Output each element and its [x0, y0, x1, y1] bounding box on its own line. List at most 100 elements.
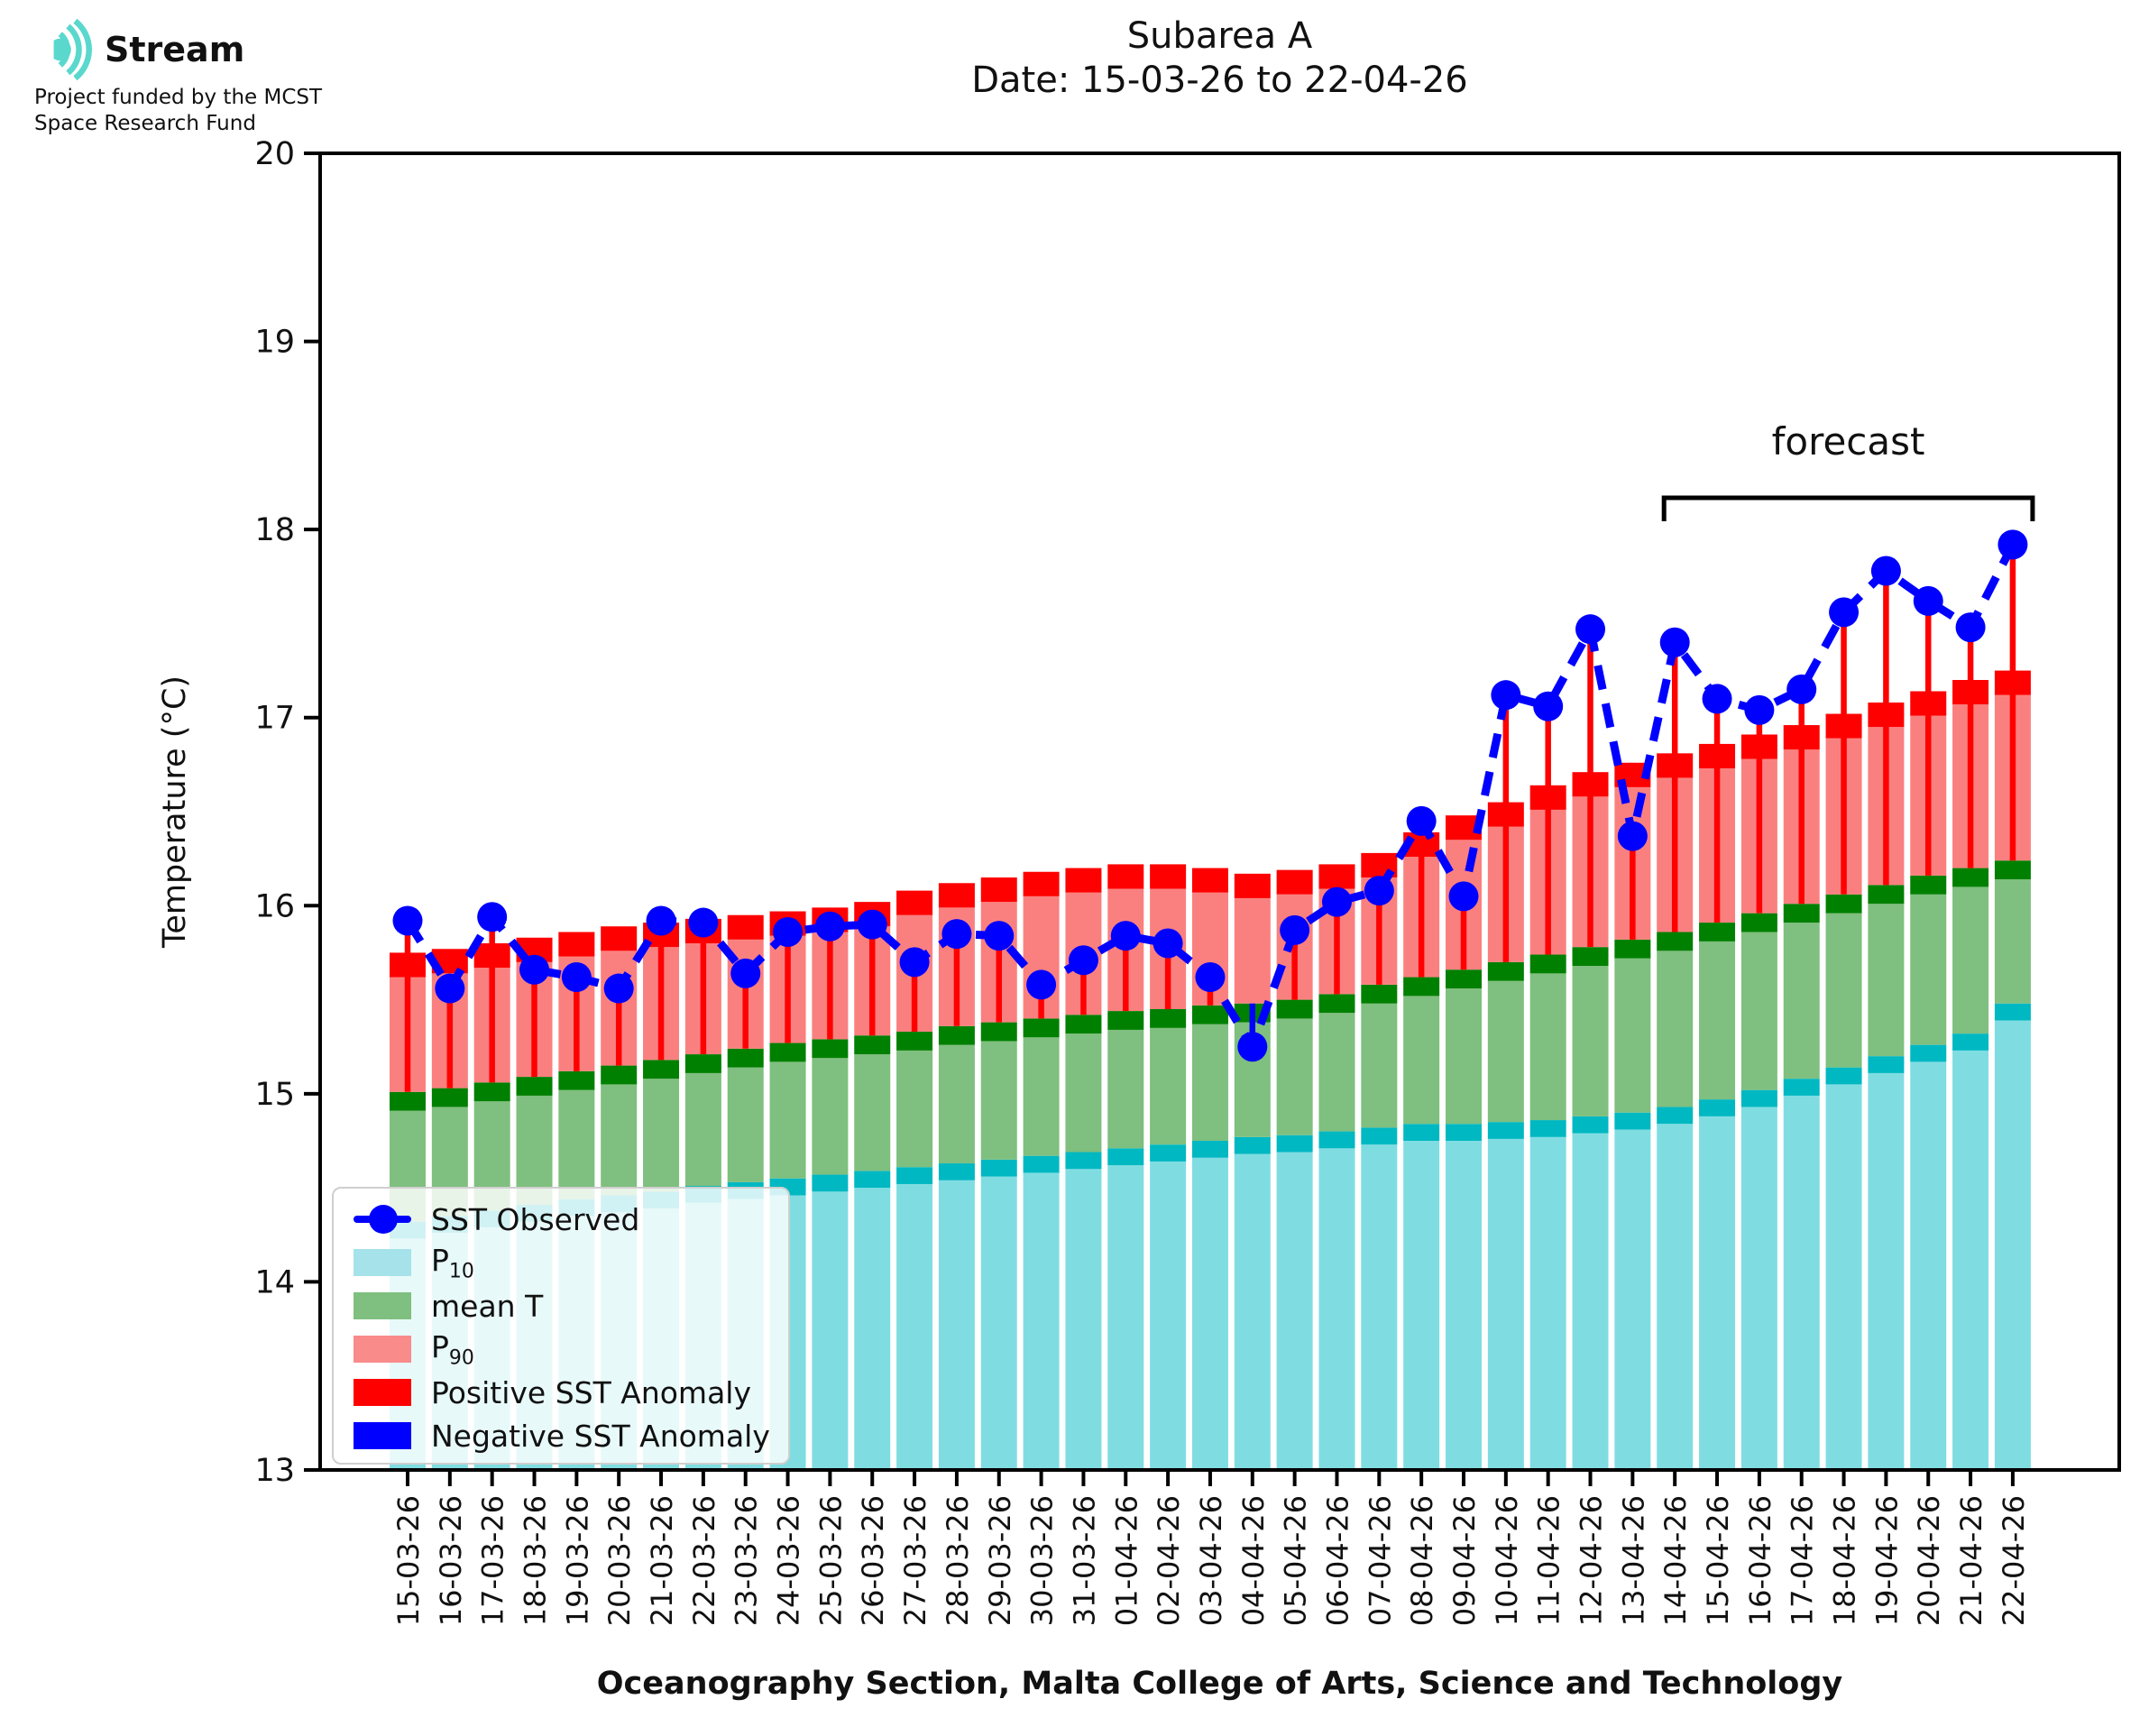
p10-band — [1487, 1138, 1524, 1470]
anomaly-stems-layer — [404, 544, 2016, 1092]
p10-band — [854, 1188, 891, 1470]
p10-cap — [1318, 1131, 1355, 1149]
mean-band — [1572, 966, 1609, 1116]
sst-observed-dot — [1448, 881, 1479, 912]
sst-observed-dot — [1026, 969, 1057, 1000]
x-tick-label: 26-03-26 — [856, 1495, 890, 1626]
p10-band — [1868, 1072, 1905, 1470]
legend-color-patch-icon — [354, 1336, 411, 1363]
p10-cap — [896, 1167, 933, 1184]
x-tick-label: 17-03-26 — [476, 1495, 510, 1626]
y-axis-label: Temperature (°C) — [157, 675, 193, 949]
x-tick-label: 25-03-26 — [813, 1495, 848, 1626]
y-tick-label: 18 — [254, 512, 295, 548]
mean-band — [1276, 1018, 1313, 1135]
legend-line-marker-icon — [354, 1205, 411, 1234]
mean-cap — [769, 1043, 806, 1062]
p10-cap — [1361, 1127, 1398, 1145]
mean-band — [516, 1095, 553, 1205]
y-tick-label: 15 — [254, 1077, 295, 1113]
mean-band — [727, 1067, 764, 1182]
p10-cap — [1107, 1148, 1144, 1166]
x-tick-label: 22-03-26 — [687, 1495, 721, 1626]
x-tick-label: 12-04-26 — [1575, 1495, 1609, 1626]
p90-band — [1234, 897, 1271, 1004]
logo-funding-text: Project funded by the MCST Space Researc… — [34, 85, 322, 137]
p10-band — [1023, 1172, 1060, 1470]
mean-band — [1361, 1003, 1398, 1128]
p10-cap — [1529, 1120, 1566, 1137]
mean-cap — [1572, 947, 1609, 967]
chart-title-line1: Subarea A — [1126, 15, 1313, 57]
bar-30-03-26 — [1023, 871, 1060, 1470]
x-tick-label: 10-04-26 — [1490, 1495, 1524, 1626]
mean-cap — [812, 1039, 849, 1059]
mean-band — [769, 1061, 806, 1179]
mean-cap — [854, 1035, 891, 1055]
sst-observed-dot — [814, 911, 845, 941]
annotations-layer: forecast — [1661, 419, 2035, 521]
mean-cap — [1276, 999, 1313, 1019]
legend-label: Positive SST Anomaly — [431, 1374, 751, 1410]
p90-cap — [558, 932, 595, 957]
sst-observed-dot — [1659, 627, 1690, 657]
forecast-bracket — [1661, 495, 2035, 521]
p10-cap — [1868, 1056, 1905, 1073]
sst-observed-dot — [1364, 876, 1394, 906]
logo-funding-line1: Project funded by the MCST — [34, 86, 323, 109]
sst-observed-dot — [477, 902, 508, 932]
bar-29-03-26 — [980, 877, 1017, 1470]
mean-cap — [1952, 868, 1989, 887]
plot-border — [318, 152, 2121, 1472]
x-tick-label: 14-04-26 — [1658, 1495, 1693, 1626]
mean-band — [1487, 980, 1524, 1123]
forecast-label: forecast — [1772, 419, 1925, 464]
legend-item-p90: P90 — [354, 1327, 788, 1371]
legend-color-patch-icon — [354, 1379, 411, 1406]
sst-observed-dot — [603, 973, 634, 1004]
mean-band — [1740, 932, 1777, 1090]
legend-color-patch-icon — [354, 1249, 411, 1276]
sst-observed-dot — [561, 962, 592, 993]
mean-cap — [1065, 1015, 1102, 1034]
mean-band — [938, 1044, 975, 1164]
p10-band — [1994, 1020, 2031, 1470]
mean-cap — [1699, 923, 1736, 941]
mean-band — [1952, 886, 1989, 1034]
x-tick-label: 05-04-26 — [1279, 1495, 1313, 1626]
mean-cap — [1868, 885, 1905, 905]
mean-cap — [473, 1082, 510, 1102]
bar-16-04-26 — [1740, 734, 1777, 1470]
mean-band — [1107, 1029, 1144, 1149]
p10-band — [1952, 1050, 1989, 1470]
p90-cap — [1234, 873, 1271, 898]
mean-band — [1023, 1037, 1060, 1156]
p10-cap — [1234, 1136, 1271, 1154]
mean-cap — [1529, 954, 1566, 974]
mean-band — [812, 1058, 849, 1175]
x-tick-label: 31-03-26 — [1067, 1495, 1101, 1626]
mean-band — [558, 1089, 595, 1199]
mean-cap — [980, 1022, 1017, 1042]
p10-band — [812, 1191, 849, 1470]
p90-cap — [601, 926, 638, 951]
y-tick-label: 14 — [254, 1264, 295, 1300]
bar-13-04-26 — [1614, 762, 1651, 1470]
mean-cap — [1783, 904, 1820, 923]
x-tick-label: 07-04-26 — [1363, 1495, 1397, 1626]
logo-title: Stream — [105, 30, 245, 69]
mean-band — [601, 1084, 638, 1196]
mean-cap — [1361, 984, 1398, 1004]
mean-cap — [1023, 1018, 1060, 1038]
x-tick-label: 06-04-26 — [1320, 1495, 1355, 1626]
p10-cap — [1150, 1144, 1187, 1162]
x-tick-label: 02-04-26 — [1152, 1495, 1186, 1626]
mean-cap — [390, 1091, 426, 1111]
p10-band — [1529, 1136, 1566, 1470]
p10-cap — [1994, 1003, 2031, 1021]
legend-item-p10: P10 — [354, 1241, 788, 1284]
mean-cap — [601, 1065, 638, 1085]
x-tick-label: 04-04-26 — [1236, 1495, 1271, 1626]
sst-observed-dot — [1786, 674, 1817, 704]
mean-band — [1403, 996, 1440, 1125]
